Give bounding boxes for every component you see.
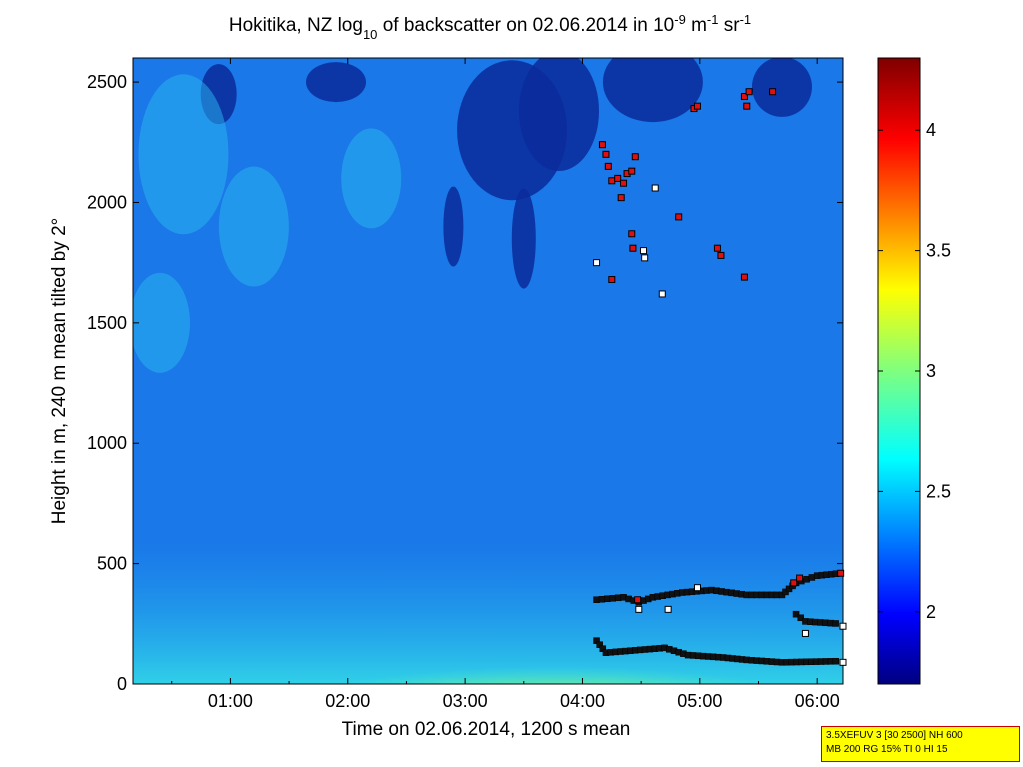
colorbar-tick-label: 2 — [926, 602, 936, 622]
layer-marker — [797, 614, 805, 622]
y-tick-label: 500 — [97, 554, 127, 574]
elevated-backscatter-patch — [341, 128, 402, 229]
colorbar-tick-label: 3.5 — [926, 241, 951, 261]
cloud-base-marker — [740, 93, 748, 101]
cloud-base-marker — [608, 177, 616, 185]
colorbar-ticks: 2 2.5 3 3.5 4 — [878, 120, 951, 622]
low-backscatter-patch — [306, 62, 367, 103]
cloud-base-marker — [717, 251, 725, 259]
cloud-base-marker — [602, 150, 610, 158]
colorbar-tick-label: 2.5 — [926, 481, 951, 501]
info-line-2: MB 200 RG 15% TI 0 HI 15 — [826, 744, 948, 755]
layer-marker — [832, 620, 839, 627]
x-tick-label: 05:00 — [677, 691, 722, 711]
cloud-top-marker — [635, 605, 643, 613]
y-axis: 0 500 1000 1500 2000 2500 — [87, 72, 843, 694]
y-tick-label: 2000 — [87, 192, 127, 212]
colorbar — [877, 57, 921, 685]
layer-marker — [593, 596, 600, 603]
cloud-base-marker — [740, 273, 748, 281]
cloud-top-marker — [658, 290, 666, 298]
layer-marker — [832, 657, 840, 665]
settings-info-box: 3.5XEFUV 3 [30 2500] NH 600 MB 200 RG 15… — [821, 726, 1020, 762]
y-axis-label: Height in m, 240 m mean tilted by 2° — [49, 218, 70, 524]
cloud-base-marker — [675, 213, 683, 221]
y-tick-label: 1000 — [87, 433, 127, 453]
x-tick-label: 03:00 — [443, 691, 488, 711]
cloud-base-marker — [608, 276, 616, 284]
cloud-base-marker — [617, 194, 625, 202]
y-tick-label: 2500 — [87, 72, 127, 92]
cloud-base-marker — [628, 167, 636, 175]
cloud-base-marker — [790, 579, 798, 587]
upper-texture — [133, 58, 812, 373]
cloud-top-marker — [839, 658, 847, 666]
y-tick-label: 0 — [117, 674, 127, 694]
layer-marker — [614, 594, 622, 602]
plot-frame — [132, 57, 844, 685]
cloud-base-marker — [604, 162, 612, 170]
x-axis-label: Time on 02.06.2014, 1200 s mean — [342, 719, 631, 740]
cloud-base-marker — [769, 88, 777, 96]
low-backscatter-patch — [519, 58, 599, 171]
cloud-top-marker — [839, 622, 847, 630]
layer-marker — [609, 595, 616, 602]
cloud-top-marker — [664, 605, 672, 613]
x-axis: 01:00 02:00 03:00 04:00 05:00 06:00 — [171, 58, 840, 711]
surface-aerosol-layer — [271, 630, 789, 684]
cloud-top-marker — [693, 584, 701, 592]
cloud-base-marker — [620, 179, 628, 187]
elevated-backscatter-patch — [138, 74, 229, 235]
cloud-markers — [593, 88, 847, 666]
cloud-base-marker — [743, 102, 751, 110]
cloud-base-marker — [713, 244, 721, 252]
cloud-base-marker — [745, 88, 753, 96]
low-backscatter-patch — [443, 186, 464, 267]
layer-marker — [604, 595, 611, 603]
backscatter-heatmap — [133, 58, 843, 684]
x-tick-label: 06:00 — [795, 691, 840, 711]
y-tick-label: 1500 — [87, 313, 127, 333]
layer-marker — [598, 595, 606, 603]
cloud-base-marker — [629, 244, 637, 252]
x-tick-label: 04:00 — [560, 691, 605, 711]
cloud-base-marker — [598, 141, 606, 149]
cloud-top-marker — [639, 247, 647, 255]
chart-title: Hokitika, NZ log10 of backscatter on 02.… — [229, 12, 751, 42]
cloud-base-marker — [796, 574, 804, 582]
colorbar-tick-label: 4 — [926, 120, 936, 140]
cloud-base-marker — [614, 174, 622, 182]
x-tick-label: 01:00 — [208, 691, 253, 711]
info-line-1: 3.5XEFUV 3 [30 2500] NH 600 — [826, 730, 963, 741]
cloud-top-marker — [593, 259, 601, 267]
low-backscatter-patch — [751, 58, 812, 117]
cloud-base-marker — [693, 102, 701, 110]
cloud-top-marker — [651, 184, 659, 192]
low-backscatter-patch — [511, 188, 536, 289]
x-tick-label: 02:00 — [325, 691, 370, 711]
cloud-base-marker — [634, 596, 642, 604]
layer-marker — [792, 610, 800, 618]
cloud-base-marker — [631, 153, 639, 161]
colorbar-tick-label: 3 — [926, 361, 936, 381]
cloud-base-marker — [628, 230, 636, 238]
cloud-top-marker — [801, 629, 809, 637]
elevated-backscatter-patch — [133, 272, 190, 373]
elevated-backscatter-patch — [218, 166, 289, 287]
cloud-base-marker — [837, 569, 845, 577]
cloud-top-marker — [641, 254, 649, 262]
low-backscatter-patch — [602, 58, 703, 123]
